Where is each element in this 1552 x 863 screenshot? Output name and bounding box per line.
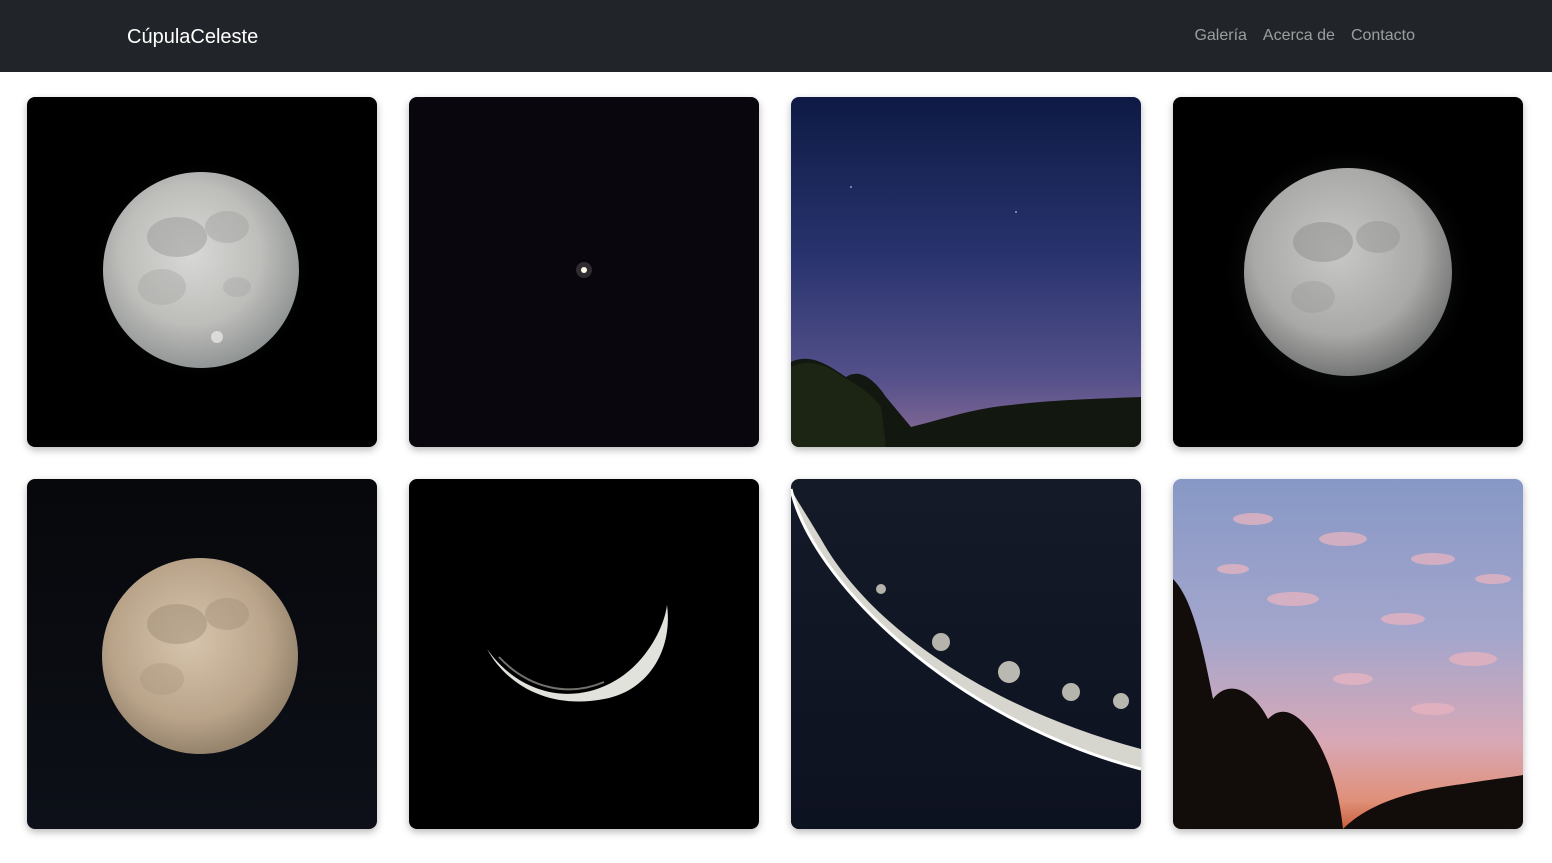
top-navbar: CúpulaCeleste Galería Acerca de Contacto <box>0 0 1552 72</box>
nav-link-contacto[interactable]: Contacto <box>1350 27 1415 44</box>
photo-card-full-moon[interactable] <box>27 97 377 447</box>
photo-card-warm-moon[interactable] <box>27 479 377 829</box>
nav-links: Galería Acerca de Contacto <box>1194 26 1415 46</box>
full-moon-image <box>27 97 377 447</box>
photo-card-crescent[interactable] <box>409 479 759 829</box>
crescent-moon-image <box>409 479 759 829</box>
moon-halo-image <box>1173 97 1523 447</box>
photo-card-planet[interactable] <box>409 97 759 447</box>
sunset-clouds-image <box>1173 479 1523 829</box>
photo-card-moon-halo[interactable] <box>1173 97 1523 447</box>
nav-link-acerca-de[interactable]: Acerca de <box>1262 27 1335 44</box>
dusk-sky-image <box>791 97 1141 447</box>
nav-link-galeria[interactable]: Galería <box>1194 27 1247 44</box>
crescent-closeup-image <box>791 479 1141 829</box>
brand-link[interactable]: CúpulaCeleste <box>127 26 259 48</box>
photo-card-crescent-closeup[interactable] <box>791 479 1141 829</box>
planet-image <box>409 97 759 447</box>
photo-card-dusk-sky[interactable] <box>791 97 1141 447</box>
warm-moon-image <box>27 479 377 829</box>
photo-card-sunset-clouds[interactable] <box>1173 479 1523 829</box>
